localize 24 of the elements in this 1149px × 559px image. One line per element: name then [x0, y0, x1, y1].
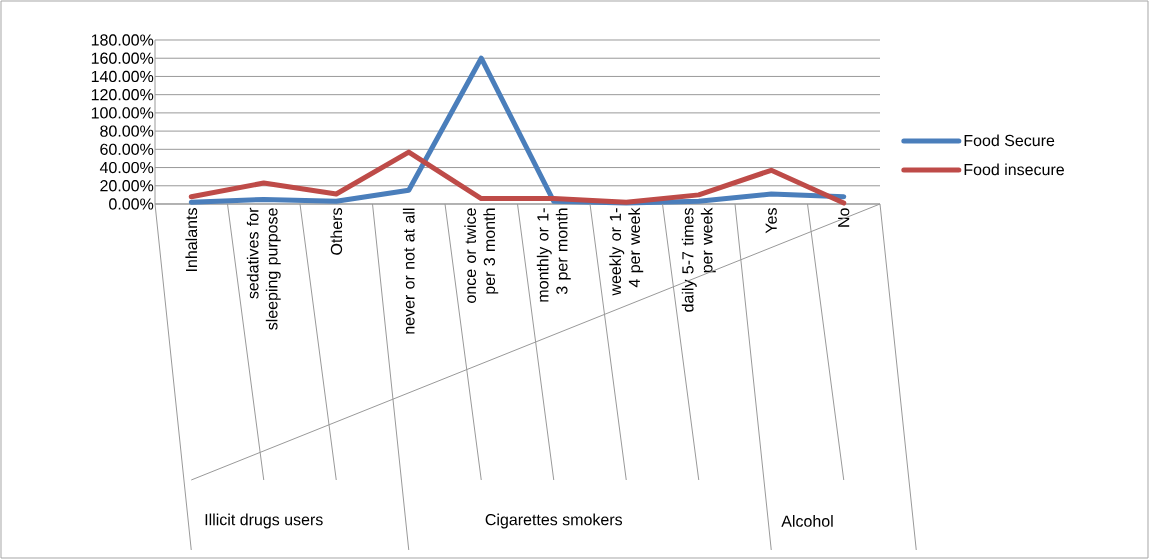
x-tick-label: weekly or 1-4 per week: [609, 207, 644, 296]
y-tick-label: 80.00%: [100, 125, 154, 137]
y-tick-label: 20.00%: [100, 180, 154, 192]
x-tick-label: Others: [330, 208, 343, 255]
text: Alcohol: [781, 515, 833, 527]
y-tick-label: 40.00%: [99, 161, 154, 174]
x-tick-label: never or not at all: [402, 208, 415, 334]
y-tick-label: 120.00%: [91, 89, 154, 101]
y-tick-label: 180.00%: [91, 34, 154, 46]
y-tick-label: 100.00%: [91, 107, 154, 119]
y-tick-label: 140.00%: [91, 70, 154, 83]
y-tick-label: 60.00%: [100, 143, 154, 155]
x-tick-label: daily 5-7 times per week: [681, 207, 716, 312]
y-tick-label: 160.00%: [91, 52, 154, 64]
x-tick-label: once or twice per 3 month: [464, 208, 499, 303]
legend-label: Food Secure: [964, 134, 1055, 147]
legend-label: Food insecure: [964, 163, 1064, 176]
y-tick-label: 0.00%: [109, 198, 154, 210]
x-tick-label: Inhalants: [185, 208, 198, 271]
x-tick-label: sedatives for sleeping purpose: [246, 207, 281, 330]
text: Cigarettes smokers: [485, 513, 623, 529]
text: Illicit drugs users: [205, 513, 323, 529]
x-tick-label: Yes: [765, 208, 777, 234]
x-tick-label: No: [838, 208, 850, 227]
